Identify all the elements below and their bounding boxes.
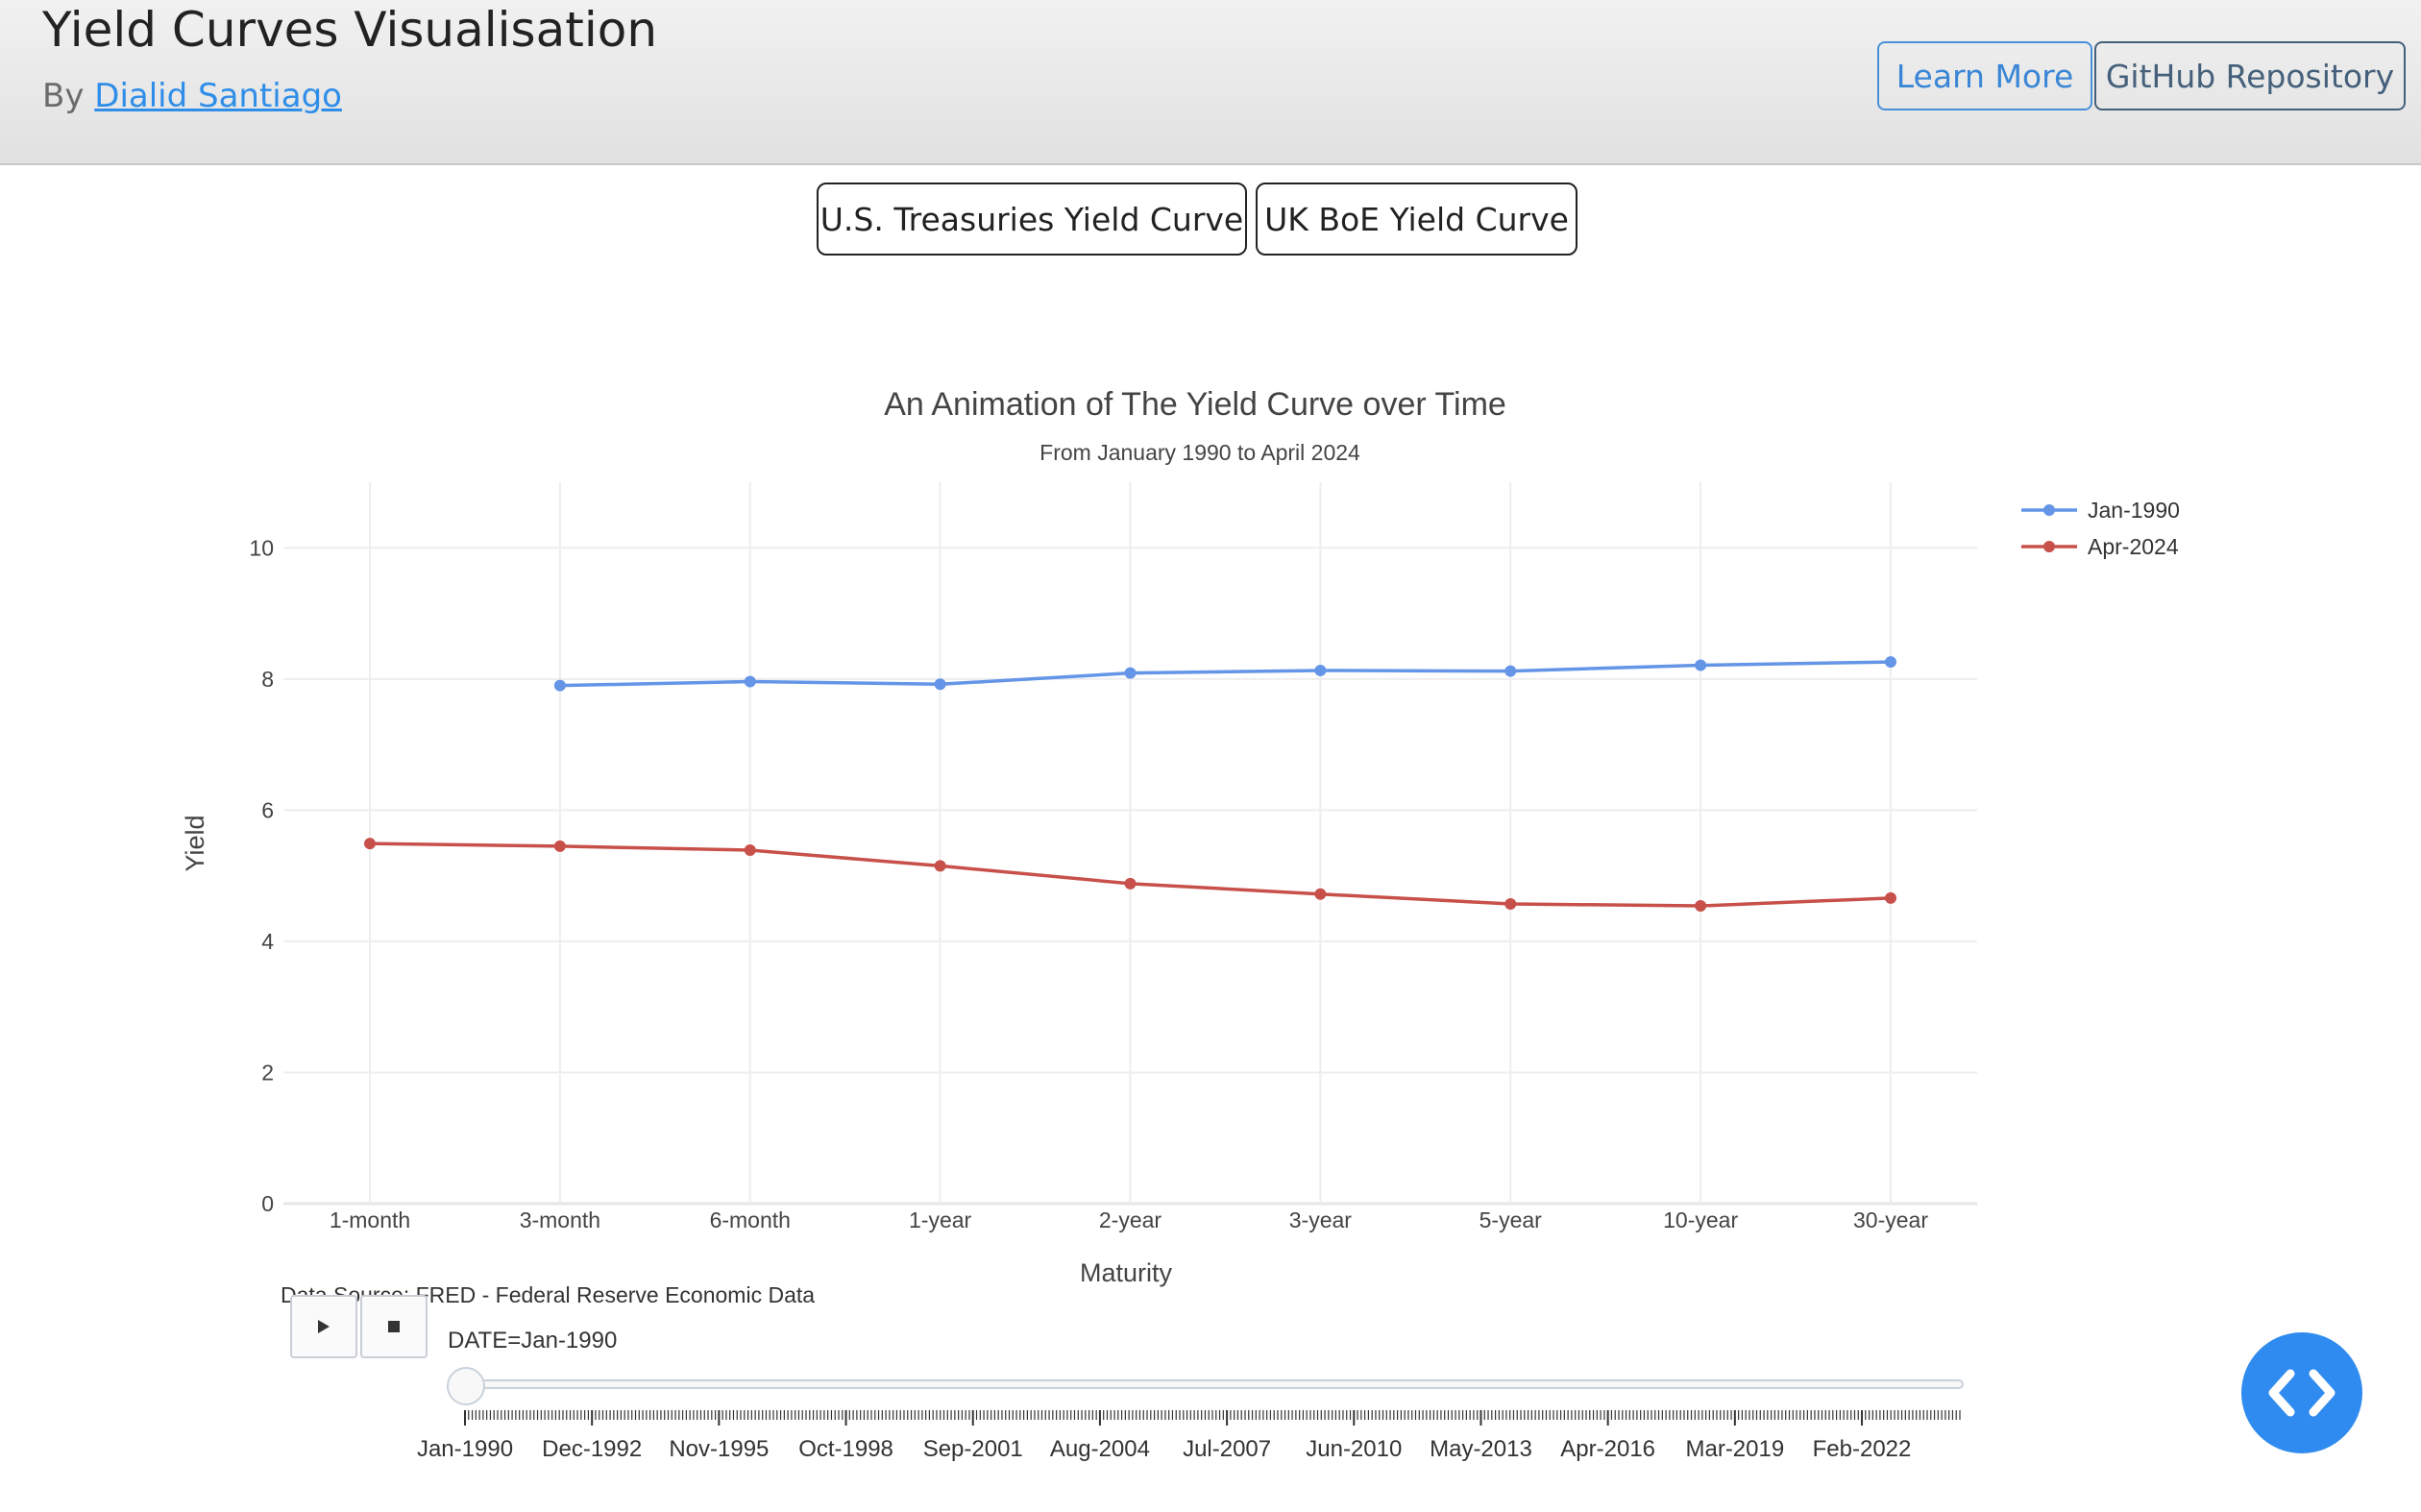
stop-button[interactable] [360, 1295, 428, 1358]
x-tick-label: 1-month [330, 1207, 410, 1232]
x-tick-label: 30-year [1853, 1207, 1928, 1232]
data-point [1885, 891, 1896, 904]
chart-title: An Animation of The Yield Curve over Tim… [884, 386, 1506, 423]
stop-icon [388, 1321, 400, 1332]
slider-date-label[interactable]: Sep-2001 [922, 1436, 1023, 1462]
current-date-label: DATE=Jan-1990 [448, 1328, 618, 1353]
learn-more-button[interactable]: Learn More [1877, 41, 2092, 110]
data-point [1695, 659, 1707, 671]
slider-date-label[interactable]: Nov-1995 [669, 1436, 770, 1462]
play-icon [318, 1320, 330, 1333]
data-point [1504, 897, 1517, 910]
data-point [364, 838, 376, 850]
data-point [1314, 664, 1327, 676]
y-tick-label: 0 [261, 1191, 274, 1216]
code-button[interactable] [2241, 1332, 2362, 1453]
date-slider-handle[interactable] [447, 1367, 485, 1405]
header: Yield Curves Visualisation By Dialid San… [0, 0, 2421, 165]
slider-date-label[interactable]: Mar-2019 [1685, 1436, 1785, 1462]
y-tick-label: 8 [261, 667, 274, 692]
x-tick-label: 2-year [1099, 1207, 1162, 1232]
slider-date-label[interactable]: Feb-2022 [1812, 1436, 1912, 1462]
x-tick-label: 3-month [520, 1207, 600, 1232]
slider-date-label[interactable]: Oct-1998 [798, 1436, 893, 1462]
uk-boe-curve-button[interactable]: UK BoE Yield Curve [1256, 183, 1577, 256]
data-point [744, 844, 756, 857]
series-line [559, 660, 1892, 688]
data-point [553, 679, 566, 692]
data-point [744, 675, 756, 688]
slider-date-label[interactable]: Jan-1990 [416, 1436, 514, 1462]
x-tick-label: 3-year [1289, 1207, 1353, 1232]
x-tick-label: 1-year [909, 1207, 972, 1232]
date-slider-track[interactable] [452, 1379, 1964, 1389]
data-point [1314, 888, 1327, 900]
play-button[interactable] [290, 1295, 357, 1358]
chart-subtitle: From January 1990 to April 2024 [1039, 440, 1360, 465]
code-icon [2268, 1369, 2335, 1417]
data-point [1695, 900, 1707, 913]
slider-date-label[interactable]: Jul-2007 [1183, 1436, 1272, 1462]
slider-date-label[interactable]: Apr-2016 [1560, 1436, 1656, 1462]
legend-marker [2043, 541, 2055, 552]
x-tick-label: 6-month [710, 1207, 791, 1232]
slider-date-label[interactable]: Dec-1992 [542, 1436, 643, 1462]
data-point [1885, 656, 1896, 669]
data-point [934, 678, 946, 691]
y-tick-label: 10 [249, 535, 274, 560]
byline: By Dialid Santiago [42, 77, 342, 115]
x-tick-label: 10-year [1663, 1207, 1738, 1232]
slider-date-label[interactable]: Aug-2004 [1049, 1436, 1150, 1462]
legend-marker [2043, 504, 2055, 516]
data-point [934, 860, 946, 872]
data-point [553, 840, 566, 852]
github-repository-button[interactable]: GitHub Repository [2094, 41, 2406, 110]
data-point [1124, 667, 1137, 679]
x-axis-label: Maturity [1080, 1258, 1173, 1287]
y-tick-label: 2 [261, 1060, 274, 1085]
legend-label: Apr-2024 [2088, 534, 2179, 559]
slider-tick-marks [464, 1410, 1961, 1426]
us-treasuries-curve-button[interactable]: U.S. Treasuries Yield Curve [817, 183, 1247, 256]
data-point [1124, 877, 1137, 890]
y-tick-label: 4 [261, 929, 274, 954]
x-tick-label: 5-year [1480, 1207, 1543, 1232]
y-axis-label: Yield [181, 815, 209, 871]
author-link[interactable]: Dialid Santiago [94, 77, 342, 115]
legend-label: Jan-1990 [2088, 498, 2180, 523]
y-tick-label: 6 [261, 797, 274, 822]
data-point [1504, 665, 1517, 677]
app-title: Yield Curves Visualisation [42, 2, 658, 58]
byline-prefix: By [42, 77, 85, 115]
slider-date-label[interactable]: Jun-2010 [1306, 1436, 1403, 1462]
slider-date-label[interactable]: May-2013 [1430, 1436, 1532, 1462]
